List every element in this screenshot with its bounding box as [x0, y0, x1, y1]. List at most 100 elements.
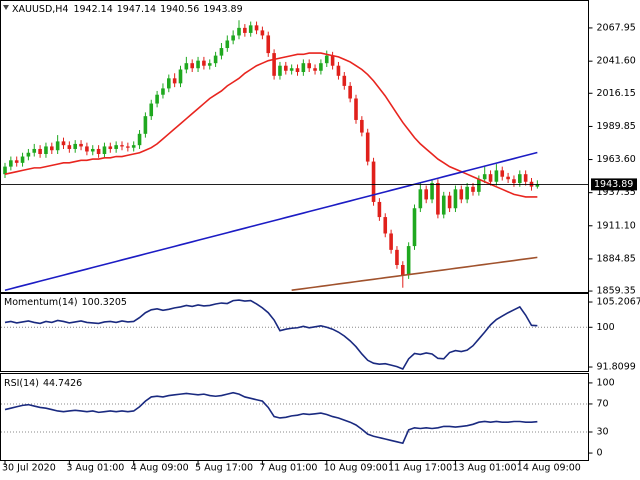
candle-body	[477, 179, 481, 192]
candle-body	[14, 160, 19, 163]
candle-body	[50, 146, 54, 151]
momentum-panel	[0, 293, 589, 372]
y-tick-label: 1911.10	[597, 220, 636, 231]
x-tick-label: 7 Aug 01:00	[259, 463, 317, 474]
candle-body	[243, 27, 247, 33]
candle-body	[523, 174, 528, 182]
candle-body	[313, 68, 317, 71]
candle-body	[149, 103, 154, 117]
candle-body	[137, 133, 142, 146]
candle-body	[266, 35, 271, 54]
y-tick-label: 30	[597, 427, 609, 438]
low: 1940.56	[160, 4, 199, 15]
y-tick-label: 105.2067	[597, 297, 640, 308]
x-tick-label: 5 Aug 17:00	[195, 463, 253, 474]
candle-body	[494, 170, 499, 182]
candle-body	[319, 63, 323, 71]
y-tick-label: 100	[597, 377, 615, 388]
candle-body	[254, 25, 259, 31]
candle-body	[213, 55, 218, 64]
candle-body	[301, 63, 306, 73]
candle-body	[26, 152, 31, 157]
candle-body	[395, 249, 399, 266]
candle-body	[102, 146, 107, 155]
candle-body	[342, 75, 347, 86]
symbol: XAUUSD,H4	[12, 4, 68, 15]
candle-body	[190, 63, 194, 69]
x-tick-label: 10 Aug 09:00	[324, 463, 388, 474]
candle-body	[365, 132, 370, 162]
moving-average	[4, 52, 538, 198]
candle-body	[44, 146, 48, 155]
candle-body	[143, 116, 148, 134]
candle-body	[207, 63, 212, 66]
price-label-bg	[591, 178, 637, 191]
candle-body	[108, 146, 113, 149]
y-tick-label: 1989.85	[597, 121, 636, 132]
candle-body	[9, 160, 13, 167]
candle-body	[441, 195, 446, 215]
candle-body	[289, 68, 294, 71]
x-tick-label: 14 Aug 09:00	[517, 463, 581, 474]
x-tick-label: 3 Aug 01:00	[66, 463, 124, 474]
candle-body	[114, 145, 118, 149]
candle-body	[272, 53, 276, 76]
candle-body	[73, 143, 77, 149]
candle-body	[61, 141, 66, 146]
candle-body	[32, 148, 37, 153]
candle-body	[231, 35, 235, 41]
rsi-label: RSI(14) 44.7426	[4, 378, 82, 389]
candle-body	[430, 183, 434, 200]
candle-body	[155, 94, 159, 104]
candle-body	[225, 40, 230, 49]
indicator-value: 44.7426	[43, 378, 82, 389]
y-tick-label: 0	[597, 448, 603, 459]
y-tick-label: 1884.85	[597, 253, 636, 264]
candle-body	[383, 217, 388, 234]
candle-body	[336, 65, 341, 76]
candle-body	[167, 78, 171, 89]
candle-body	[471, 186, 475, 192]
candle-body	[418, 189, 423, 209]
candle-body	[354, 98, 358, 120]
candle-body	[307, 63, 311, 69]
candle-body	[459, 189, 464, 200]
candle-body	[172, 78, 177, 84]
moving-average	[291, 256, 538, 292]
candle-body	[178, 69, 183, 84]
candle-body	[131, 145, 136, 148]
candle-body	[219, 48, 224, 56]
y-tick-label: 1963.60	[597, 154, 636, 165]
candle-body	[535, 184, 540, 187]
y-tick-label: 91.8099	[597, 362, 636, 373]
candle-body	[348, 85, 352, 99]
candle-body	[126, 146, 130, 148]
candle-body	[465, 186, 469, 200]
candle-body	[377, 201, 382, 218]
rsi-panel	[0, 373, 589, 461]
candle-body	[424, 189, 428, 200]
candle-body	[406, 246, 411, 276]
candle-body	[260, 30, 265, 36]
y-tick-label: 1937.35	[597, 187, 636, 198]
candle-body	[284, 65, 288, 71]
indicator-value: 100.3205	[82, 297, 127, 308]
x-tick-label: 13 Aug 01:00	[452, 463, 516, 474]
candle-body	[120, 145, 124, 147]
indicator-name: RSI(14)	[4, 378, 39, 389]
y-tick-label: 2041.60	[597, 56, 636, 67]
candle-body	[3, 166, 7, 175]
candle-body	[295, 68, 300, 73]
candle-body	[330, 55, 335, 66]
close: 1943.89	[203, 4, 242, 15]
candle-body	[79, 143, 83, 147]
candle-body	[278, 65, 282, 76]
indicator-line	[4, 391, 538, 445]
candle-body	[55, 141, 60, 151]
candle-body	[324, 55, 329, 64]
candle-body	[360, 119, 364, 133]
candle-body	[184, 63, 189, 70]
candle-body	[401, 265, 405, 276]
main-panel	[0, 0, 589, 293]
